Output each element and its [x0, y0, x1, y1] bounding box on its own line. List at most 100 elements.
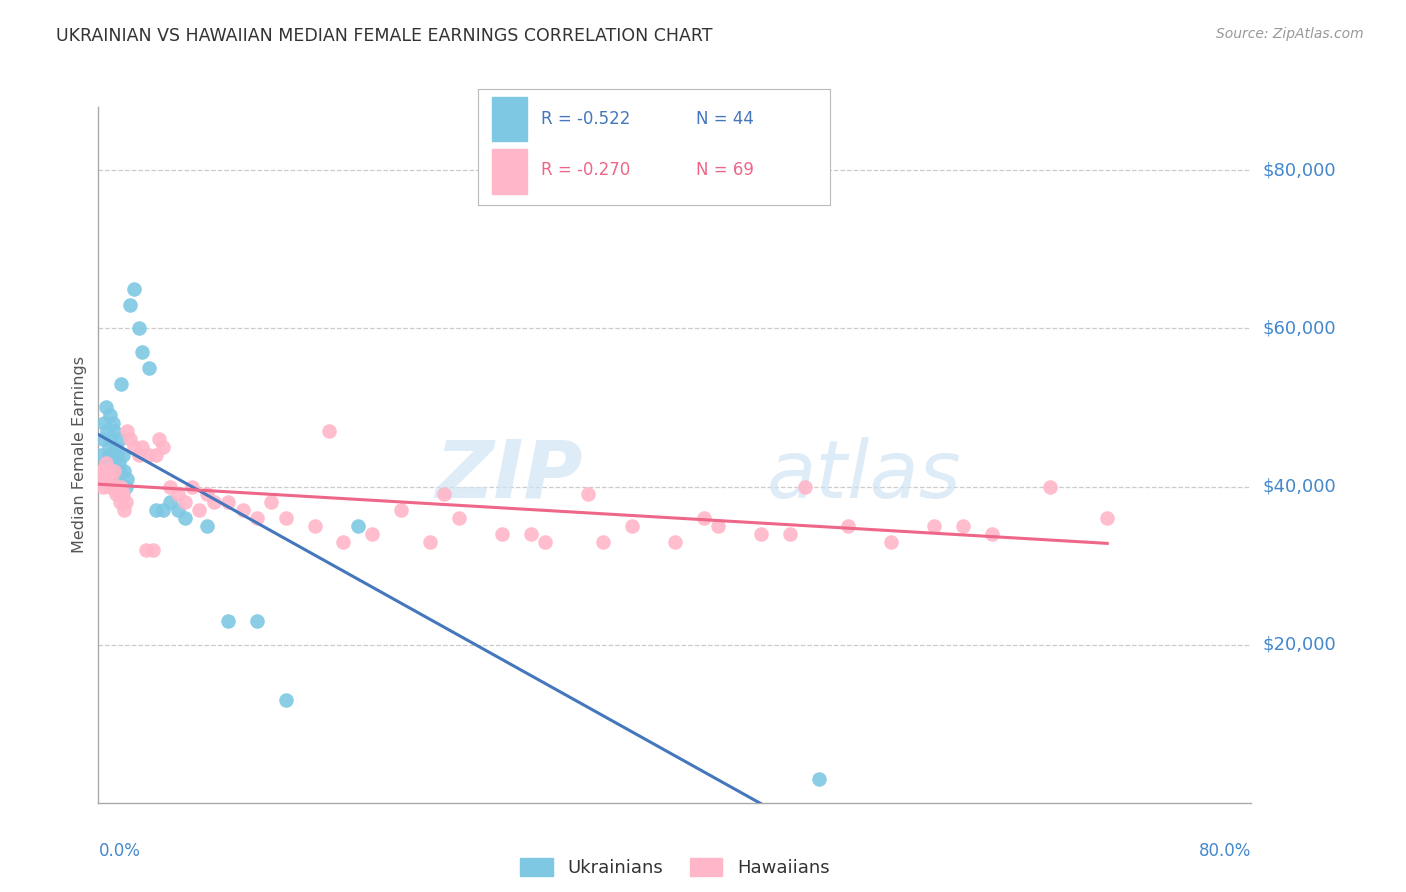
Point — [779, 527, 801, 541]
Point — [104, 487, 127, 501]
Point — [138, 361, 160, 376]
Point — [138, 448, 160, 462]
Point — [231, 503, 254, 517]
Point — [124, 282, 146, 296]
Point — [117, 424, 138, 438]
Text: $80,000: $80,000 — [1263, 161, 1336, 179]
Point — [166, 503, 188, 517]
Point — [148, 432, 170, 446]
Point — [94, 401, 117, 415]
Point — [107, 487, 129, 501]
Point — [202, 495, 225, 509]
Point — [105, 479, 128, 493]
Point — [98, 409, 121, 423]
Point — [90, 464, 112, 478]
Bar — [492, 97, 527, 141]
Point — [91, 432, 114, 446]
Point — [152, 503, 174, 517]
Point — [111, 448, 134, 462]
Point — [664, 535, 686, 549]
Point — [195, 519, 218, 533]
Point — [93, 464, 115, 478]
Point — [105, 448, 128, 462]
Point — [520, 527, 543, 541]
Point — [159, 495, 181, 509]
Point — [534, 535, 557, 549]
Point — [217, 614, 239, 628]
Point — [128, 321, 150, 335]
Text: 80.0%: 80.0% — [1199, 842, 1251, 860]
Point — [94, 456, 117, 470]
Point — [751, 527, 773, 541]
Point — [188, 503, 211, 517]
Point — [807, 772, 830, 786]
Point — [97, 440, 120, 454]
Point — [124, 440, 146, 454]
Legend: Ukrainians, Hawaiians: Ukrainians, Hawaiians — [513, 850, 837, 884]
Point — [361, 527, 384, 541]
Point — [100, 432, 122, 446]
Text: N = 44: N = 44 — [696, 111, 754, 128]
Point — [89, 472, 111, 486]
Point — [98, 456, 121, 470]
Text: Source: ZipAtlas.com: Source: ZipAtlas.com — [1216, 27, 1364, 41]
Text: N = 69: N = 69 — [696, 161, 754, 179]
Point — [793, 479, 815, 493]
Point — [111, 487, 134, 501]
Point — [114, 479, 136, 493]
Point — [110, 376, 132, 391]
Point — [112, 503, 135, 517]
Text: R = -0.270: R = -0.270 — [541, 161, 630, 179]
Point — [103, 456, 125, 470]
Text: $40,000: $40,000 — [1263, 477, 1336, 496]
Point — [96, 472, 118, 486]
Point — [103, 464, 125, 478]
Point — [105, 472, 128, 486]
Text: $60,000: $60,000 — [1263, 319, 1336, 337]
Text: UKRAINIAN VS HAWAIIAN MEDIAN FEMALE EARNINGS CORRELATION CHART: UKRAINIAN VS HAWAIIAN MEDIAN FEMALE EARN… — [56, 27, 713, 45]
Point — [707, 519, 730, 533]
Point — [101, 417, 124, 431]
Point — [693, 511, 716, 525]
Point — [166, 487, 188, 501]
Point — [114, 495, 136, 509]
Point — [101, 448, 124, 462]
Point — [128, 448, 150, 462]
Point — [274, 693, 297, 707]
Point — [98, 479, 121, 493]
Point — [332, 535, 354, 549]
Point — [620, 519, 643, 533]
Point — [1097, 511, 1119, 525]
Point — [346, 519, 368, 533]
Point — [97, 464, 120, 478]
Point — [93, 417, 115, 431]
Text: ZIP: ZIP — [436, 437, 582, 515]
Point — [145, 448, 167, 462]
Text: atlas: atlas — [768, 437, 962, 515]
Point — [131, 345, 153, 359]
Point — [491, 527, 513, 541]
Point — [110, 479, 132, 493]
Point — [447, 511, 470, 525]
Point — [101, 479, 124, 493]
Point — [117, 472, 138, 486]
Point — [389, 503, 412, 517]
Point — [181, 479, 204, 493]
Point — [174, 495, 197, 509]
Point — [91, 479, 114, 493]
Bar — [492, 150, 527, 194]
Point — [304, 519, 326, 533]
Point — [108, 495, 131, 509]
Point — [922, 519, 945, 533]
Text: $20,000: $20,000 — [1263, 636, 1336, 654]
Point — [433, 487, 456, 501]
Point — [135, 542, 157, 557]
Point — [217, 495, 239, 509]
Point — [145, 503, 167, 517]
Point — [592, 535, 614, 549]
Text: 0.0%: 0.0% — [98, 842, 141, 860]
Point — [131, 440, 153, 454]
Point — [246, 614, 269, 628]
Point — [104, 440, 127, 454]
Point — [952, 519, 974, 533]
